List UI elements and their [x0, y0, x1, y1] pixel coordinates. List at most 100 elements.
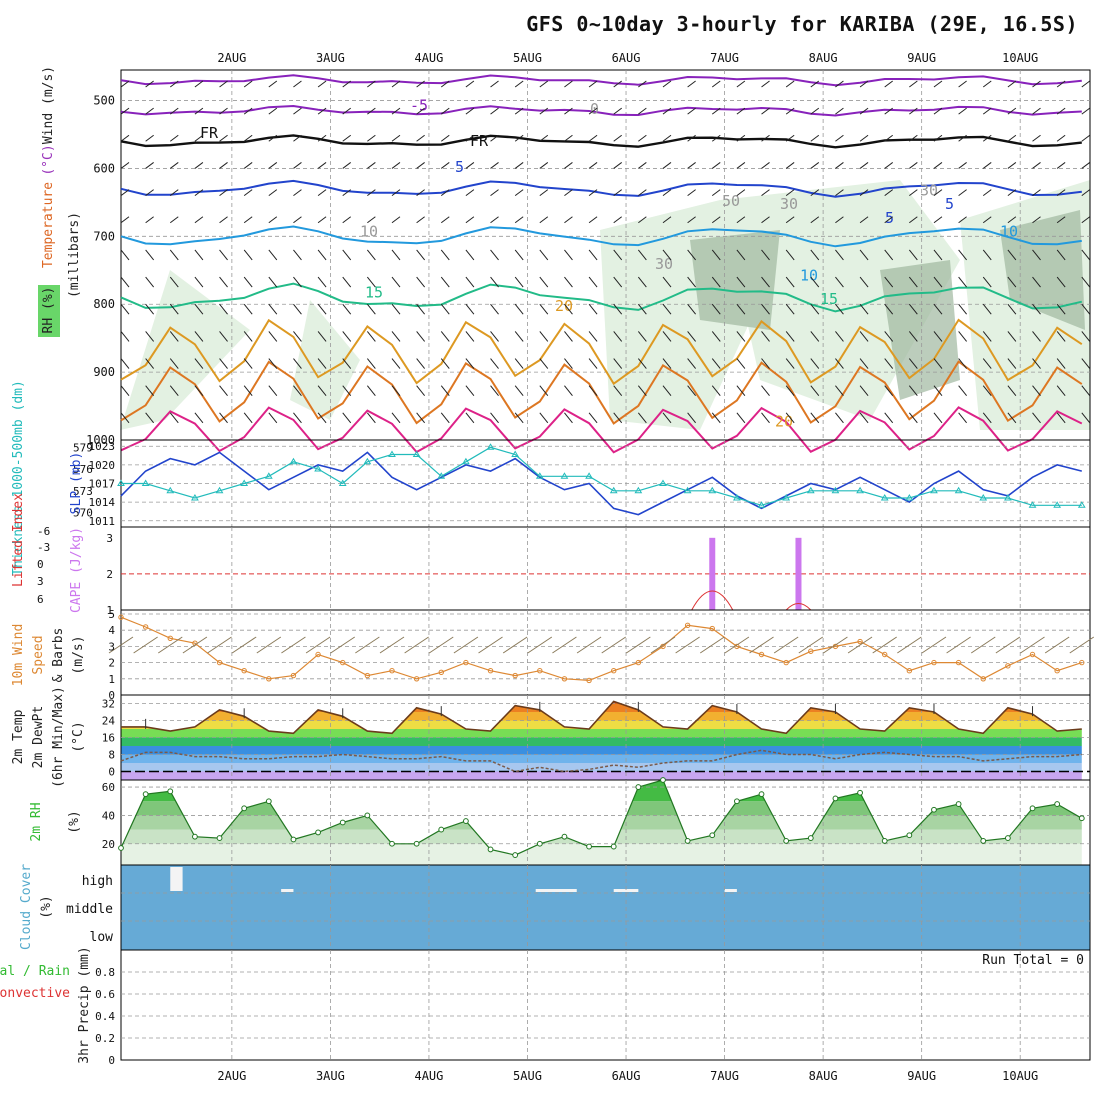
temp-tick: 24 — [102, 715, 116, 728]
wind-barb — [785, 249, 795, 261]
wind-barb — [367, 134, 376, 142]
rh-point — [438, 826, 445, 833]
rh-point — [487, 846, 494, 853]
wind-barb — [1007, 134, 1017, 142]
wind-barb — [1007, 189, 1017, 196]
wind-barb — [662, 216, 672, 224]
wind-barb — [711, 276, 721, 288]
wind-barb — [145, 358, 155, 369]
thickness-point — [954, 486, 963, 494]
wind-barb — [1081, 412, 1091, 424]
wind-barb — [909, 134, 918, 142]
rh-point — [290, 836, 297, 843]
wind-barb — [958, 249, 968, 261]
thickness-point — [141, 479, 150, 486]
wind-barb — [1007, 162, 1017, 169]
wind-speed-point — [290, 672, 297, 679]
slp-tick: 1020 — [89, 459, 116, 472]
wind-barb — [539, 216, 549, 224]
wind-barb — [662, 358, 672, 369]
cloud-gap — [535, 889, 577, 892]
wind-barb-10m — [749, 636, 774, 654]
wind-barb — [1056, 276, 1066, 288]
rh-point — [315, 829, 321, 836]
date-label-top: 10AUG — [1002, 51, 1038, 65]
cloud-gap — [170, 867, 183, 891]
wind-barb — [1056, 107, 1066, 115]
wind-tick: 3 — [108, 640, 115, 653]
rh-label: 2m RH — [29, 802, 44, 841]
date-label-bottom: 7AUG — [710, 1069, 739, 1083]
li-tick: 0 — [37, 558, 44, 571]
wind-barb — [416, 276, 426, 288]
wind-label-a: 10m Wind — [11, 624, 26, 687]
wind-barb — [416, 412, 426, 424]
thickness-tick: 570 — [73, 507, 93, 520]
wind-barb — [293, 216, 302, 224]
rh-point — [733, 798, 740, 805]
wind-barb — [884, 80, 894, 88]
wind-barb — [982, 385, 992, 397]
wind-barb — [268, 216, 278, 224]
wind-barb — [884, 385, 894, 397]
contour-label: 5 — [945, 195, 954, 213]
wind-barb — [169, 107, 179, 115]
date-label-bottom: 9AUG — [907, 1069, 936, 1083]
rh-point — [881, 838, 888, 844]
wind-barb — [268, 276, 278, 288]
wind-barb — [711, 80, 721, 88]
wind-barb — [711, 216, 721, 224]
wind-barb-10m — [699, 636, 725, 654]
thickness-point — [683, 486, 692, 494]
wind-barb — [169, 385, 179, 397]
rh-point — [807, 835, 814, 841]
upper-y-tick: 900 — [93, 365, 115, 379]
slp-tick: 1017 — [89, 478, 116, 491]
wind-barb — [342, 249, 352, 261]
slp-line — [120, 451, 1082, 516]
rh-color-band — [121, 780, 1082, 802]
wind-barb — [613, 249, 623, 261]
contour-label: 10 — [1000, 222, 1018, 240]
wind-barb — [859, 385, 869, 397]
wind-barb — [219, 412, 228, 424]
wind-barb — [588, 303, 598, 315]
wind-speed-point — [364, 672, 371, 679]
wind-barb — [564, 189, 573, 196]
temp-contour-20 — [120, 318, 1083, 386]
date-label-top: 2AUG — [217, 51, 246, 65]
wind-barb — [465, 412, 475, 424]
wind-barb — [662, 249, 672, 261]
wind-barb — [120, 162, 130, 169]
wind-barb — [194, 134, 204, 142]
wind-barb — [810, 216, 820, 224]
cloud-level-label: middle — [66, 902, 113, 917]
wind-barb — [662, 385, 672, 397]
cape-frame — [120, 526, 1091, 611]
wind-barb — [490, 303, 499, 315]
thickness-point — [535, 472, 544, 479]
wind-barb — [761, 358, 770, 369]
rh-point — [1029, 805, 1036, 812]
thickness-point — [486, 443, 495, 450]
wind-barb — [243, 276, 253, 288]
wind-barb — [145, 331, 155, 342]
rh-point — [561, 833, 568, 840]
temp-contour-minus10 — [120, 74, 1082, 87]
wind-barb — [1032, 134, 1041, 142]
wind-barb — [859, 331, 869, 342]
rh-color-band — [121, 801, 1082, 816]
wind-barb — [243, 385, 253, 397]
wind-barb — [243, 216, 253, 224]
wind-barb — [785, 216, 795, 224]
contour-label: 10 — [360, 222, 378, 240]
wind-barb — [366, 303, 376, 315]
wind-barb — [293, 331, 302, 342]
wind-barb — [933, 162, 943, 169]
wind-barb — [785, 303, 795, 315]
rh-point — [610, 843, 617, 850]
wind-barb — [810, 249, 820, 261]
wind-barb — [933, 216, 943, 224]
wind-barb — [588, 358, 598, 369]
